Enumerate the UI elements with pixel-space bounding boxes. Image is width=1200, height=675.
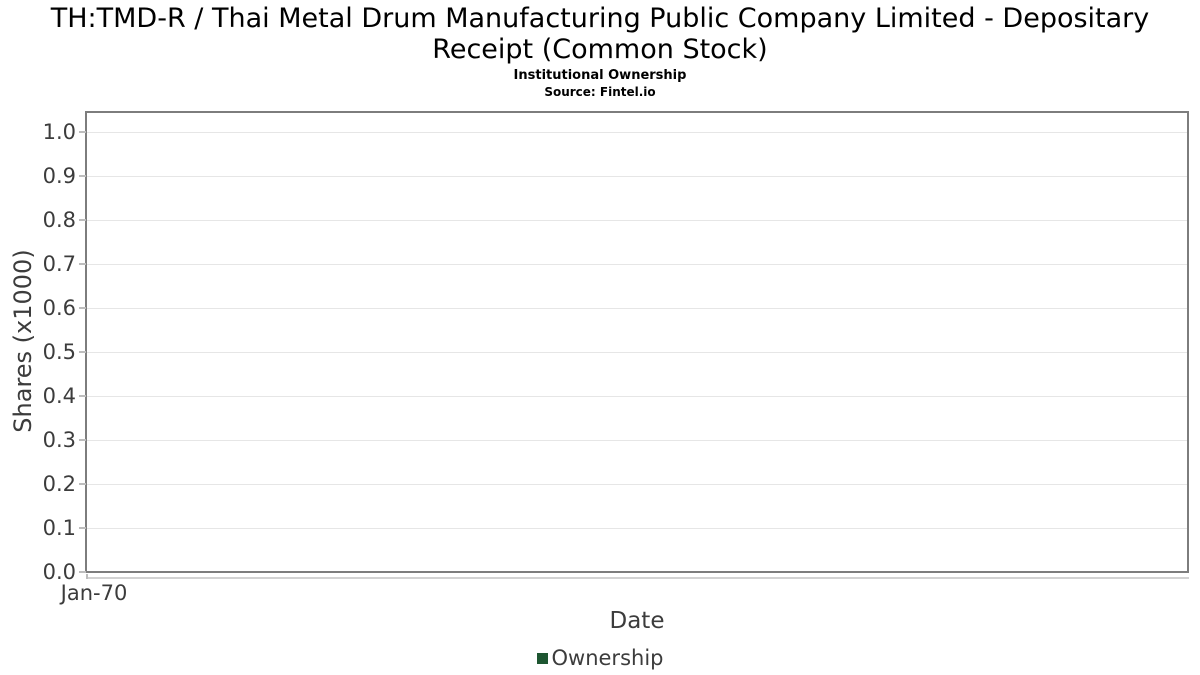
x-tick-label: Jan-70: [60, 581, 128, 605]
chart-title-line-2: Receipt (Common Stock): [432, 34, 768, 65]
gridline-y-0.3: [87, 440, 1187, 441]
y-tick-mark-0.9: [79, 175, 86, 177]
gridline-y-0.7: [87, 264, 1187, 265]
chart-title: TH:TMD-R / Thai Metal Drum Manufacturing…: [0, 3, 1200, 65]
y-tick-label-1.0: 1.0: [42, 120, 76, 144]
y-tick-mark-0.1: [79, 527, 86, 529]
y-tick-label-0.8: 0.8: [42, 208, 76, 232]
y-tick-label-0.4: 0.4: [42, 384, 76, 408]
y-tick-mark-0.4: [79, 395, 86, 397]
y-tick-label-0.5: 0.5: [42, 340, 76, 364]
legend-ownership-label: Ownership: [551, 646, 664, 670]
gridline-y-0.2: [87, 484, 1187, 485]
y-tick-label-0.6: 0.6: [42, 296, 76, 320]
plot-area: [85, 111, 1189, 573]
y-tick-label-0.2: 0.2: [42, 472, 76, 496]
legend-ownership-swatch-icon: [536, 652, 548, 664]
y-tick-label-0.1: 0.1: [42, 516, 76, 540]
gridline-y-0.9: [87, 176, 1187, 177]
y-tick-label-0.7: 0.7: [42, 252, 76, 276]
y-tick-mark-0.7: [79, 263, 86, 265]
y-tick-mark-0.0: [79, 571, 86, 573]
x-tick-mark: [86, 574, 88, 579]
gridline-y-1.0: [87, 132, 1187, 133]
y-tick-mark-0.3: [79, 439, 86, 441]
gridline-y-0.8: [87, 220, 1187, 221]
y-tick-label-0.0: 0.0: [42, 560, 76, 584]
y-tick-label-0.9: 0.9: [42, 164, 76, 188]
chart-subtitle: Institutional Ownership: [513, 68, 687, 83]
chart-source: Source: Fintel.io: [544, 85, 656, 99]
gridline-y-0.5: [87, 352, 1187, 353]
y-tick-mark-0.5: [79, 351, 86, 353]
gridline-y-0.1: [87, 528, 1187, 529]
y-tick-label-0.3: 0.3: [42, 428, 76, 452]
y-tick-mark-1.0: [79, 131, 86, 133]
y-tick-mark-0.8: [79, 219, 86, 221]
y-tick-mark-0.6: [79, 307, 86, 309]
y-tick-mark-0.2: [79, 483, 86, 485]
chart-title-line-1: TH:TMD-R / Thai Metal Drum Manufacturing…: [50, 3, 1150, 34]
gridline-y-0.4: [87, 396, 1187, 397]
gridline-y-0.6: [87, 308, 1187, 309]
x-axis-shadow-line: [88, 577, 1189, 579]
legend: Ownership: [0, 645, 1200, 671]
x-axis-label: Date: [609, 608, 665, 634]
